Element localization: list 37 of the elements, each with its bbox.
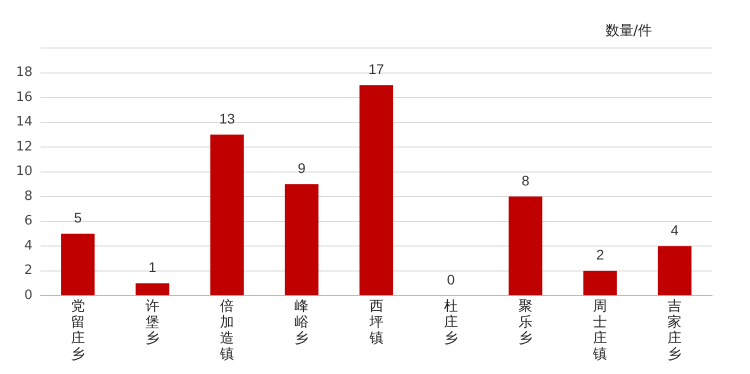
data-label: 4	[670, 222, 679, 238]
data-label: 17	[368, 61, 384, 77]
data-label: 8	[522, 172, 530, 188]
y-axis-title: 数量/件	[605, 22, 652, 40]
x-tick-label: 聚乐乡	[518, 298, 532, 346]
bar	[583, 270, 617, 296]
data-label: 2	[596, 246, 604, 263]
y-tick-label: 18	[16, 65, 33, 80]
bar	[136, 283, 170, 296]
x-tick-label: 杜庄乡	[444, 298, 458, 346]
x-tick-label: 西坪镇	[368, 298, 384, 346]
data-label: 1	[148, 259, 157, 276]
y-tick-label: 4	[24, 238, 33, 254]
x-tick-label: 党留庄乡	[70, 298, 85, 363]
data-label: 9	[298, 160, 306, 176]
y-tick-label: 6	[24, 214, 33, 229]
y-tick-label: 2	[24, 263, 33, 278]
x-tick-label: 吉家庄乡	[668, 298, 682, 363]
bar	[508, 196, 542, 296]
bar	[61, 234, 95, 296]
y-tick-label: 14	[16, 114, 33, 130]
x-tick-label: 许堡乡	[145, 298, 160, 346]
y-tick-label: 0	[24, 288, 33, 303]
y-tick-label: 8	[24, 188, 33, 204]
data-label: 13	[219, 110, 236, 127]
data-label: 5	[74, 210, 82, 226]
data-label: 0	[446, 271, 455, 288]
x-tick-label: 峰峪乡	[294, 298, 309, 346]
y-tick-label: 10	[16, 164, 33, 180]
x-tick-label: 倍加造镇	[219, 298, 234, 363]
bar	[658, 246, 692, 296]
y-tick-label: 16	[16, 90, 33, 105]
bar	[284, 184, 318, 296]
y-tick-label: 12	[16, 139, 33, 154]
x-tick-label: 周士庄镇	[592, 298, 608, 363]
bar	[210, 134, 244, 296]
bar	[359, 85, 394, 296]
